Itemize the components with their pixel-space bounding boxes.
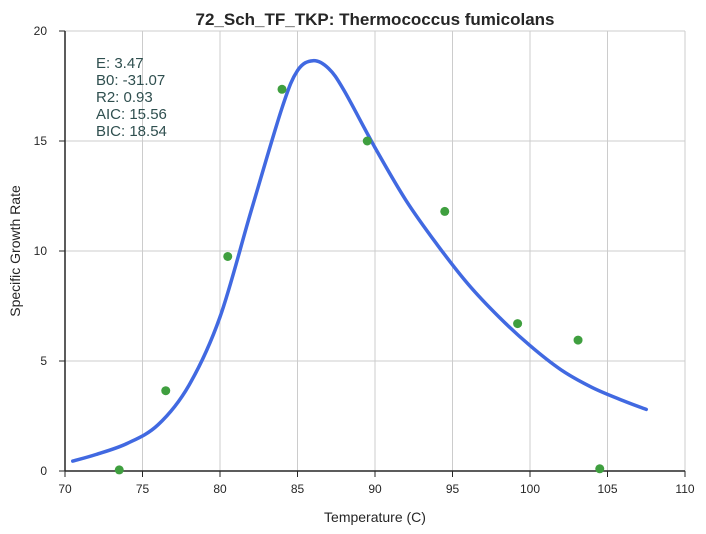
- y-tick-label: 0: [40, 464, 47, 478]
- data-point: [161, 386, 171, 396]
- x-tick-label: 110: [675, 482, 694, 496]
- x-tick-label: 75: [136, 482, 150, 496]
- annotation-bic: BIC: 18.54: [96, 123, 167, 140]
- data-point: [595, 464, 605, 474]
- x-tick-label: 90: [368, 482, 382, 496]
- data-point: [223, 252, 233, 261]
- annotation-aic: AIC: 15.56: [96, 106, 167, 123]
- x-tick-label: 80: [213, 482, 227, 496]
- x-tick-label: 105: [597, 482, 617, 496]
- data-point: [362, 136, 372, 146]
- x-ticks: 70 75 80 85 90 95 100 105 110: [58, 471, 695, 496]
- chart-title: 72_Sch_TF_TKP: Thermococcus fumicolans: [196, 10, 555, 29]
- y-tick-label: 5: [40, 354, 47, 368]
- x-tick-label: 85: [291, 482, 305, 496]
- annotation-e: E: 3.47: [96, 55, 144, 72]
- data-point: [513, 319, 523, 329]
- annotation-r2: R2: 0.93: [96, 89, 153, 106]
- x-axis-label: Temperature (C): [324, 509, 426, 525]
- series: [71, 58, 648, 475]
- data-point: [440, 206, 450, 216]
- annotations: E: 3.47 B0: -31.07 R2: 0.93 AIC: 15.56 B…: [96, 55, 167, 140]
- x-tick-label: 100: [520, 482, 540, 496]
- y-tick-label: 15: [34, 134, 48, 148]
- fit-curve: [71, 58, 648, 463]
- y-tick-label: 20: [34, 24, 48, 38]
- y-axis-label: Specific Growth Rate: [7, 185, 23, 317]
- x-tick-label: 95: [446, 482, 460, 496]
- data-point: [573, 335, 583, 345]
- data-point: [277, 84, 287, 94]
- x-tick-label: 70: [58, 482, 72, 496]
- data-point: [114, 465, 124, 475]
- grid: [65, 30, 686, 471]
- y-tick-label: 10: [34, 244, 48, 258]
- y-ticks: 0 5 10 15 20: [34, 24, 65, 478]
- annotation-b0: B0: -31.07: [96, 72, 165, 89]
